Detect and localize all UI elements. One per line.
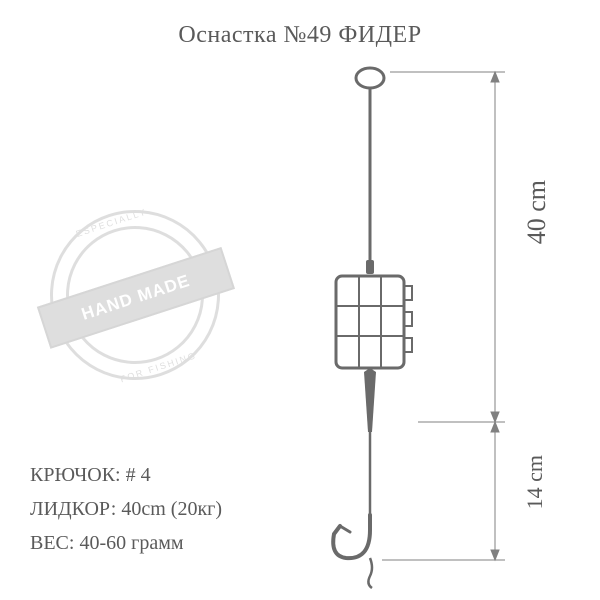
feeder-cage [336,276,412,368]
dimension-total-label: 40 cm [522,180,552,244]
spec-hook-label: КРЮЧОК: [30,464,121,486]
rig-diagram [300,60,580,590]
dimension-leader-label: 14 cm [522,455,548,509]
dimension-leader [382,422,505,560]
spec-weight-value: 40-60 грамм [79,532,183,554]
dimension-total [390,72,505,422]
spec-hook: КРЮЧОК: # 4 [30,458,222,492]
spec-hook-value: # 4 [126,464,151,486]
spec-weight: ВЕС: 40-60 грамм [30,526,222,560]
spec-weight-label: ВЕС: [30,532,74,554]
spec-leader-value: 40cm (20кг) [121,498,222,520]
spec-leader-label: ЛИДКОР: [30,498,116,520]
spec-leader: ЛИДКОР: 40cm (20кг) [30,492,222,526]
spec-list: КРЮЧОК: # 4 ЛИДКОР: 40cm (20кг) ВЕС: 40-… [30,458,222,560]
page-title: Оснастка №49 ФИДЕР [0,22,600,49]
hook-icon [333,515,370,558]
handmade-stamp: ESPECIALLY HAND MADE FOR FISHING [28,188,242,402]
